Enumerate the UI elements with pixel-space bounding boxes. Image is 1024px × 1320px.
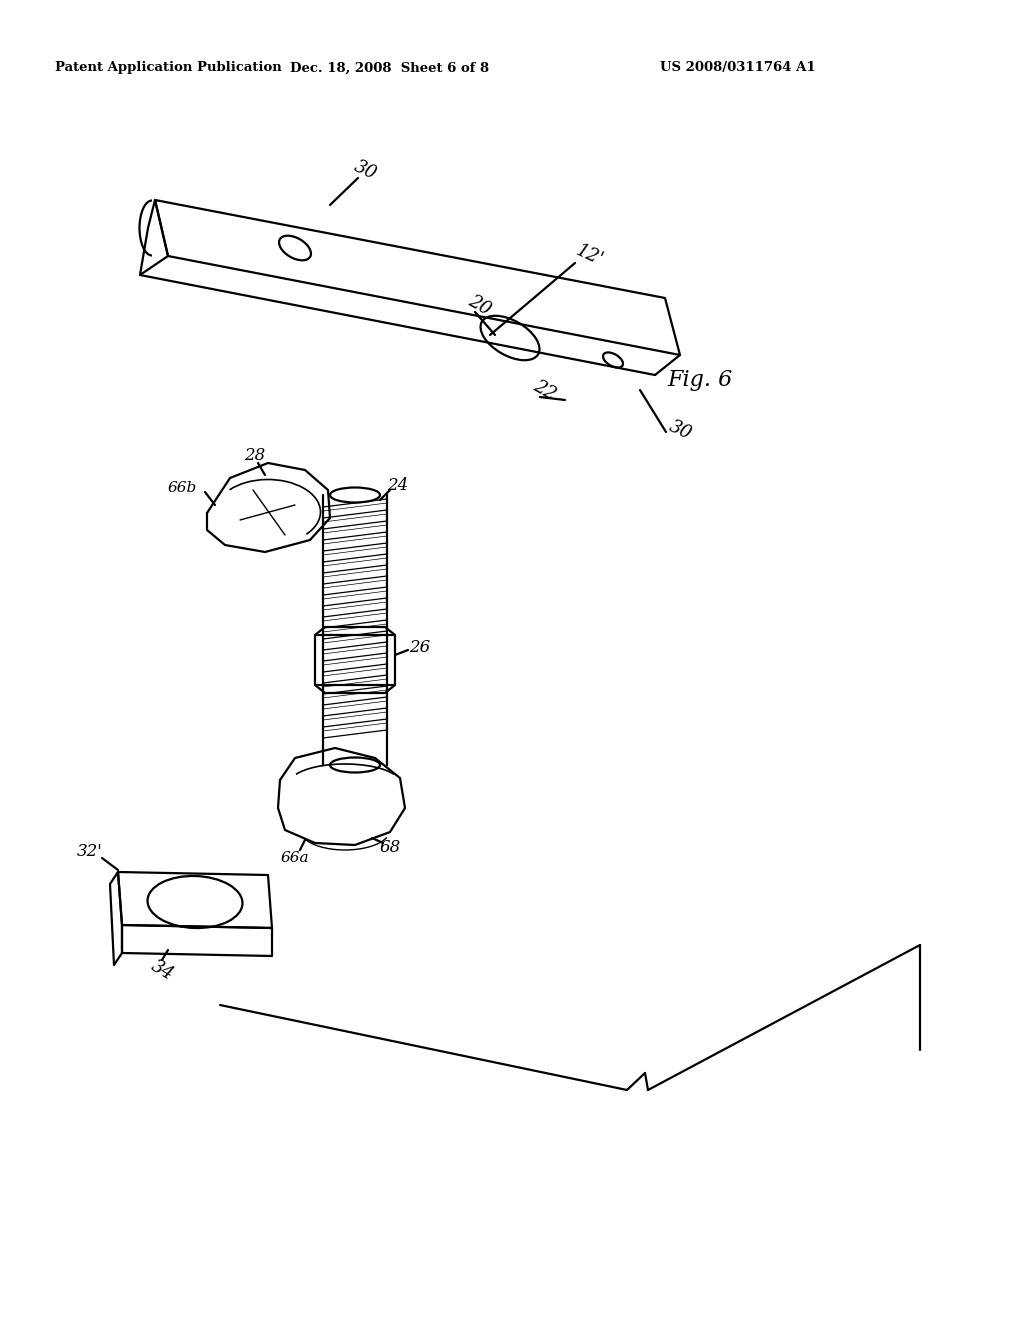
Text: 30: 30 — [666, 417, 694, 444]
Text: 28: 28 — [245, 446, 265, 463]
Text: 68: 68 — [379, 840, 400, 857]
Text: 26: 26 — [410, 639, 431, 656]
Text: 20: 20 — [466, 292, 495, 318]
Text: 32': 32' — [77, 843, 103, 861]
Text: 24: 24 — [387, 477, 409, 494]
Text: 22: 22 — [530, 376, 559, 404]
Text: 34: 34 — [147, 957, 176, 983]
Text: 66b: 66b — [167, 480, 197, 495]
Text: 66a: 66a — [281, 851, 309, 865]
Text: 30: 30 — [351, 157, 379, 183]
Text: Fig. 6: Fig. 6 — [668, 370, 732, 391]
Text: US 2008/0311764 A1: US 2008/0311764 A1 — [660, 62, 816, 74]
Text: 12': 12' — [573, 242, 606, 269]
Text: Dec. 18, 2008  Sheet 6 of 8: Dec. 18, 2008 Sheet 6 of 8 — [291, 62, 489, 74]
Text: Patent Application Publication: Patent Application Publication — [55, 62, 282, 74]
